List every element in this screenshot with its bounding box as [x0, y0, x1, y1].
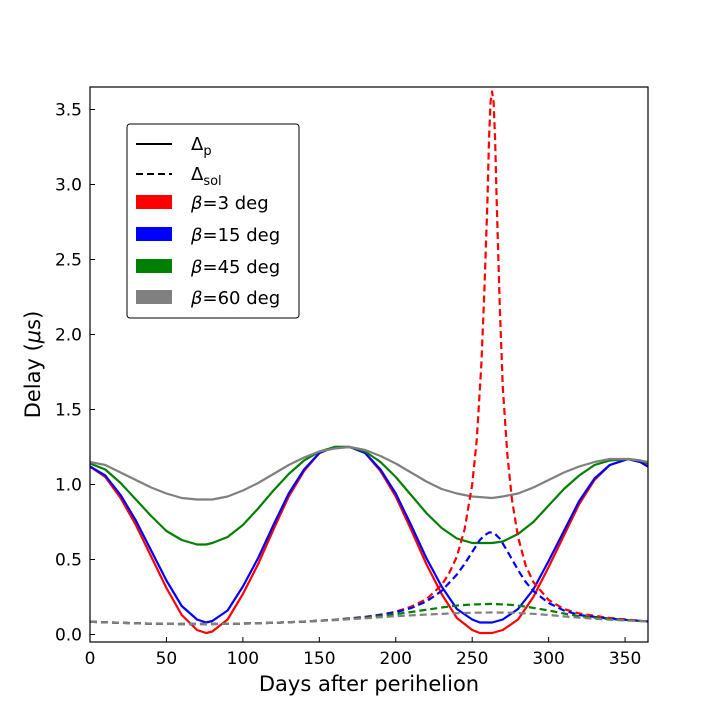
legend-item-beta-3: β=3 deg [190, 193, 269, 214]
legend: Δp Δsol β=3 deg β=15 deg β=45 deg β=60 d… [126, 123, 300, 319]
x-tick-label: 100 [227, 649, 259, 669]
y-tick-label: 1.5 [55, 401, 82, 421]
y-axis-label: Delay (μs) [21, 311, 45, 419]
y-tick-label: 0.0 [55, 626, 82, 646]
y-tick-label: 2.0 [55, 326, 82, 346]
x-tick-label: 350 [609, 649, 641, 669]
x-tick-label: 300 [532, 649, 564, 669]
x-axis-label: Days after perihelion [259, 672, 479, 696]
series-delta-sol-0000ff-line [90, 531, 648, 626]
x-tick-label: 50 [156, 649, 178, 669]
series-delta-sol-008000-line [90, 602, 648, 626]
legend-swatch-beta-15 [136, 227, 172, 241]
x-tick-label: 200 [380, 649, 412, 669]
plot-frame [89, 86, 649, 643]
legend-swatch-beta-60 [136, 290, 172, 304]
series-delta-p-0000ff-line [90, 445, 648, 624]
legend-item-delta-p: Δp [191, 134, 212, 159]
x-axis: 0 50 100 150 200 250 300 350 [85, 637, 641, 669]
legend-swatch-beta-45 [136, 259, 172, 273]
y-axis: 0.0 0.5 1.0 1.5 2.0 2.5 3.0 3.5 [55, 101, 95, 646]
legend-swatch-beta-3 [136, 195, 172, 209]
x-tick-label: 250 [456, 649, 488, 669]
legend-item-beta-60: β=60 deg [190, 288, 280, 309]
x-tick-label: 0 [85, 649, 96, 669]
legend-item-beta-45: β=45 deg [190, 257, 280, 278]
legend-item-delta-sol: Δsol [191, 164, 222, 189]
x-tick-label: 150 [303, 649, 335, 669]
series-delta-p-ff0000-line [90, 445, 648, 635]
y-tick-label: 3.0 [55, 176, 82, 196]
legend-item-beta-15: β=15 deg [190, 225, 280, 246]
y-tick-label: 3.5 [55, 101, 82, 121]
series-delta-p-008000-line [90, 445, 648, 546]
y-tick-label: 0.5 [55, 551, 82, 571]
y-tick-label: 1.0 [55, 476, 82, 496]
series-delta-sol-808080-line [90, 611, 648, 626]
series-layer [90, 90, 648, 635]
y-tick-label: 2.5 [55, 251, 82, 271]
series-delta-p-808080-line [90, 445, 648, 501]
